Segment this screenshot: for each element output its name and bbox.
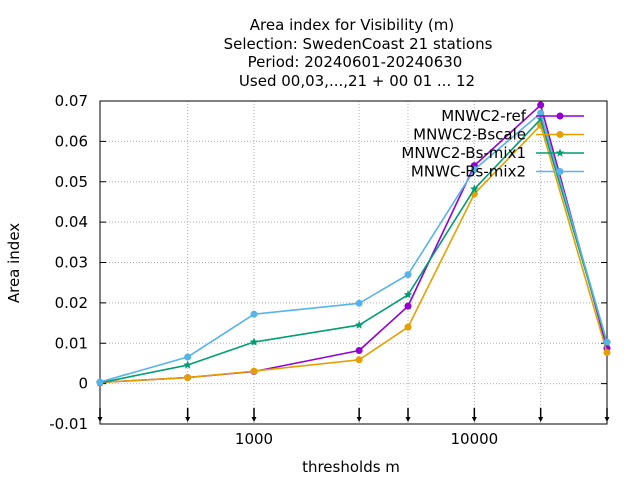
legend-marker bbox=[555, 148, 565, 157]
threshold-arrow-head bbox=[405, 417, 411, 422]
x-tick-label: 1000 bbox=[235, 430, 273, 448]
plot-frame bbox=[99, 100, 608, 425]
axis-ticks: -0.01 0 0.01 0.02 0.03 0.04 0.05 0.06 0.07 1000 10… bbox=[49, 92, 610, 448]
threshold-arrow-head bbox=[538, 417, 544, 422]
legend-entry: MNWC2-Bscale bbox=[413, 126, 584, 144]
data-point bbox=[470, 184, 479, 193]
data-point bbox=[184, 353, 192, 361]
threshold-arrow-head bbox=[97, 417, 103, 422]
data-point bbox=[183, 360, 192, 369]
y-tick-label: 0.06 bbox=[55, 132, 88, 150]
threshold-arrow-head bbox=[604, 417, 610, 422]
y-axis-label: Area index bbox=[5, 223, 23, 303]
series-line bbox=[99, 104, 608, 384]
series-lines bbox=[95, 101, 612, 387]
y-tick-label: 0.05 bbox=[55, 173, 88, 191]
chart-title-line-3: Period: 20240601-20240630 bbox=[248, 53, 463, 71]
series-3 bbox=[95, 114, 612, 387]
legend-entry: MNWC2-Bs-mix1 bbox=[401, 144, 584, 162]
y-tick-label: 0.07 bbox=[55, 92, 88, 110]
y-tick-label: 0.01 bbox=[55, 334, 88, 352]
legend-marker bbox=[556, 168, 564, 175]
legend-label: MNWC2-Bscale bbox=[413, 126, 526, 144]
chart-title-line-4: Used 00,03,...,21 + 00 01 ... 12 bbox=[239, 72, 475, 90]
data-point bbox=[537, 109, 545, 117]
data-point bbox=[355, 299, 363, 307]
data-point bbox=[603, 349, 611, 357]
chart-title-line-2: Selection: SwedenCoast 21 stations bbox=[224, 35, 493, 53]
legend-entry: MNWC-Bs-mix2 bbox=[411, 163, 584, 181]
legend-marker bbox=[556, 112, 564, 120]
legend-entry: MNWC2-ref bbox=[441, 107, 584, 125]
legend: MNWC2-refMNWC2-BscaleMNWC2-Bs-mix1MNWC-B… bbox=[401, 107, 584, 181]
y-tick-label: -0.01 bbox=[49, 415, 88, 433]
chart-title-line-1: Area index for Visibility (m) bbox=[250, 16, 454, 34]
data-point bbox=[250, 367, 258, 375]
data-point bbox=[355, 356, 363, 364]
series-line bbox=[99, 118, 608, 384]
data-point bbox=[603, 338, 611, 346]
data-point bbox=[404, 302, 412, 310]
data-point bbox=[249, 337, 259, 346]
threshold-arrow-head bbox=[251, 417, 257, 422]
y-tick-label: 0.03 bbox=[55, 254, 88, 272]
data-point bbox=[354, 320, 364, 329]
data-point bbox=[537, 101, 545, 109]
data-point bbox=[404, 271, 412, 279]
data-point bbox=[355, 347, 363, 355]
data-point bbox=[403, 290, 413, 299]
legend-label: MNWC-Bs-mix2 bbox=[411, 163, 526, 181]
series-1 bbox=[96, 101, 611, 386]
x-tick-label: 10000 bbox=[450, 430, 498, 448]
threshold-arrow-head bbox=[356, 417, 362, 422]
legend-label: MNWC2-ref bbox=[441, 107, 526, 125]
data-point bbox=[96, 378, 104, 386]
series-2 bbox=[96, 121, 611, 386]
y-tick-label: 0.04 bbox=[55, 213, 88, 231]
series-4 bbox=[96, 109, 611, 386]
data-point bbox=[250, 310, 258, 318]
x-axis-label: thresholds m bbox=[302, 458, 400, 476]
y-tick-label: 0.02 bbox=[55, 294, 88, 312]
y-tick-label: 0 bbox=[78, 375, 88, 393]
legend-label: MNWC2-Bs-mix1 bbox=[401, 144, 526, 162]
grid bbox=[100, 101, 607, 424]
threshold-arrow-head bbox=[185, 417, 191, 422]
series-line bbox=[99, 112, 608, 383]
data-point bbox=[470, 166, 478, 174]
series-line bbox=[99, 124, 608, 384]
data-point bbox=[184, 374, 192, 382]
legend-marker bbox=[556, 131, 564, 138]
data-point bbox=[404, 323, 412, 331]
threshold-arrow-head bbox=[471, 417, 477, 422]
